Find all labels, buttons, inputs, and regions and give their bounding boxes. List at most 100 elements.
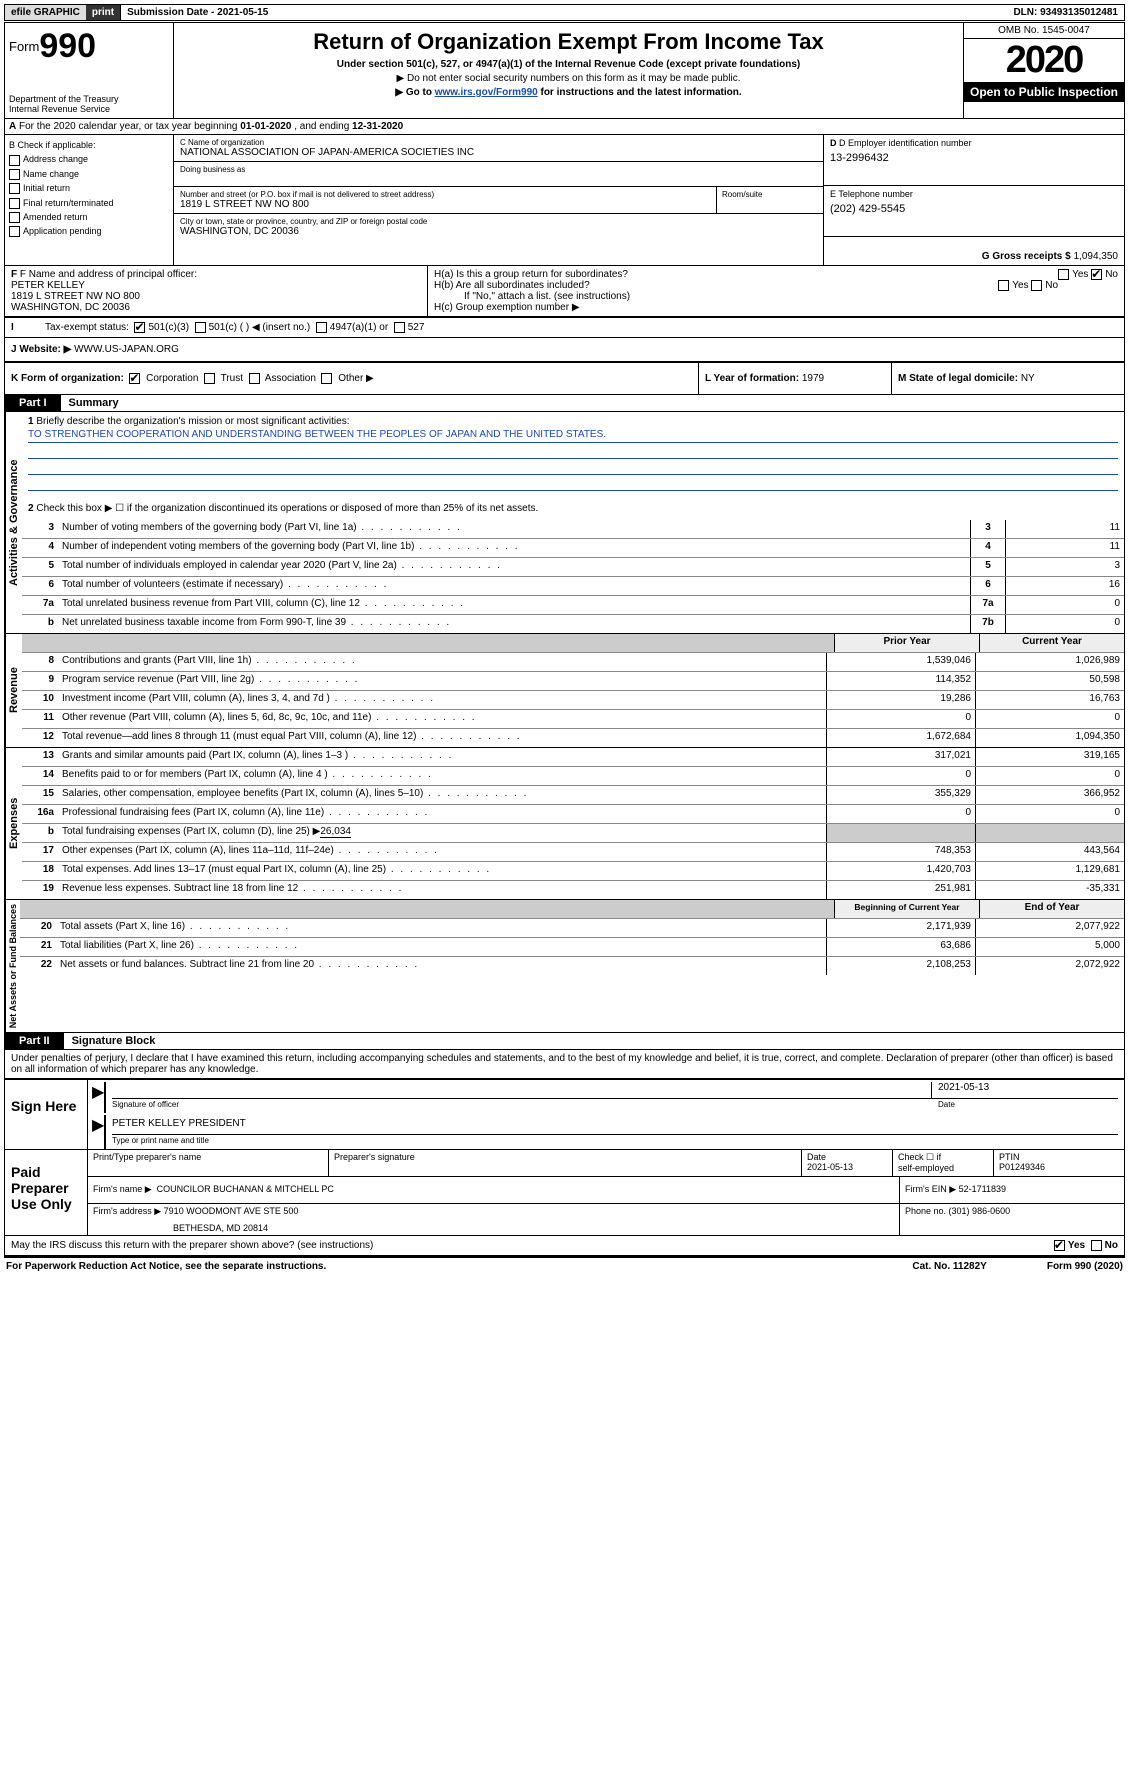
sign-arrow-icon: ▶ (92, 1082, 106, 1113)
gov-line-5: 5Total number of individuals employed in… (22, 557, 1124, 576)
line-21: 21Total liabilities (Part X, line 26)63,… (20, 937, 1124, 956)
opt-trust[interactable] (204, 373, 215, 384)
line-13: 13Grants and similar amounts paid (Part … (22, 748, 1124, 766)
ein-value: 13-2996432 (830, 148, 1118, 164)
rev-lines: 8Contributions and grants (Part VIII, li… (22, 652, 1124, 747)
prep-date-hdr: Date (807, 1152, 887, 1162)
mission-text: TO STRENGTHEN COOPERATION AND UNDERSTAND… (28, 429, 1118, 443)
prior-val: 2,108,253 (826, 957, 975, 975)
prep-ptin-cell: PTIN P01249346 (994, 1150, 1124, 1176)
print-button[interactable]: print (86, 5, 120, 20)
prep-body: Print/Type preparer's name Preparer's si… (88, 1150, 1124, 1235)
discuss-no[interactable] (1091, 1240, 1102, 1251)
selfemp-check[interactable]: Check ☐ if (898, 1152, 988, 1163)
opt-name-change[interactable]: Name change (9, 167, 169, 181)
part2-title: Signature Block (72, 1035, 156, 1047)
ein-block: D D Employer identification number 13-29… (824, 135, 1124, 186)
box-m: M State of legal domicile: NY (891, 363, 1124, 394)
begin-year-hdr: Beginning of Current Year (834, 900, 979, 918)
tax-begin: 01-01-2020 (240, 121, 291, 132)
line-desc: Total number of individuals employed in … (58, 558, 970, 576)
line-desc: Program service revenue (Part VIII, line… (58, 672, 826, 690)
expenses-section: Expenses 13Grants and similar amounts pa… (5, 748, 1124, 900)
opt-address-change[interactable]: Address change (9, 152, 169, 166)
line-10: 10Investment income (Part VIII, column (… (22, 690, 1124, 709)
prior-val: 1,420,703 (826, 862, 975, 880)
line-num: 6 (22, 577, 58, 595)
line-desc: Number of voting members of the governin… (58, 520, 970, 538)
line-num: 12 (22, 729, 58, 747)
opt-assoc[interactable] (249, 373, 260, 384)
officer-signature-line[interactable]: 2021-05-13 (112, 1082, 1118, 1099)
exp-lines2: 17Other expenses (Part IX, column (A), l… (22, 842, 1124, 899)
line-16a: 16aProfessional fundraising fees (Part I… (22, 804, 1124, 823)
revenue-vlabel: Revenue (5, 634, 22, 747)
prep-name-hdr: Print/Type preparer's name (88, 1150, 329, 1176)
box-de: D D Employer identification number 13-29… (823, 135, 1124, 265)
line-desc: Total assets (Part X, line 16) (56, 919, 826, 937)
line-16b-desc: Total fundraising expenses (Part IX, col… (62, 826, 320, 837)
hb-row: H(b) Are all subordinates included? Yes … (434, 280, 1118, 291)
gov-line-3: 3Number of voting members of the governi… (22, 520, 1124, 538)
opt-corp[interactable] (129, 373, 140, 384)
opt-amended-return[interactable]: Amended return (9, 210, 169, 224)
line-box: 5 (970, 558, 1005, 576)
line-11: 11Other revenue (Part VIII, column (A), … (22, 709, 1124, 728)
curr-val: 2,077,922 (975, 919, 1124, 937)
sign-body: ▶ 2021-05-13 Signature of officer Date ▶… (88, 1080, 1124, 1149)
prior-val: 0 (826, 767, 975, 785)
prep-date-val: 2021-05-13 (807, 1162, 887, 1172)
opt-initial-return[interactable]: Initial return (9, 181, 169, 195)
officer-addr2: WASHINGTON, DC 20036 (11, 302, 421, 313)
gov-line-6: 6Total number of volunteers (estimate if… (22, 576, 1124, 595)
hc-label: H(c) Group exemption number ▶ (434, 302, 1118, 313)
mission-blank-2 (28, 461, 1118, 475)
declaration: Under penalties of perjury, I declare th… (5, 1050, 1124, 1079)
dln-value: 93493135012481 (1040, 7, 1118, 18)
address-block: Number and street (or P.O. box if mail i… (174, 187, 823, 214)
mission-blank-3 (28, 477, 1118, 491)
prior-val: 251,981 (826, 881, 975, 899)
ha-yes[interactable] (1058, 269, 1069, 280)
form-number: Form990 (9, 27, 169, 66)
prior-val: 355,329 (826, 786, 975, 804)
line-8: 8Contributions and grants (Part VIII, li… (22, 652, 1124, 671)
curr-val: -35,331 (975, 881, 1124, 899)
row-a: AA For the 2020 calendar year, or tax ye… (5, 119, 1124, 135)
form-footer: Form 990 (2020) (1047, 1261, 1123, 1272)
dln-label: DLN: (1013, 7, 1040, 18)
pra-notice: For Paperwork Reduction Act Notice, see … (6, 1261, 326, 1272)
form-title: Return of Organization Exempt From Incom… (180, 29, 957, 55)
row-i: I Tax-exempt status: 501(c)(3) 501(c) ( … (5, 317, 1124, 338)
current-year-hdr: Current Year (979, 634, 1124, 652)
year-formation: 1979 (802, 373, 824, 384)
line-num: 11 (22, 710, 58, 728)
submission-date: Submission Date - 2021-05-15 (120, 5, 274, 20)
ha-no[interactable] (1091, 269, 1102, 280)
line-18: 18Total expenses. Add lines 13–17 (must … (22, 861, 1124, 880)
line-num: 20 (20, 919, 56, 937)
opt-4947[interactable] (316, 322, 327, 333)
discuss-yes[interactable] (1054, 1240, 1065, 1251)
hb-yes[interactable] (998, 280, 1009, 291)
opt-501c3[interactable] (134, 322, 145, 333)
sig-date-label: Date (938, 1100, 1118, 1109)
year-cell: OMB No. 1545-0047 2020 Open to Public In… (963, 23, 1124, 118)
line-desc: Grants and similar amounts paid (Part IX… (58, 748, 826, 766)
sig-officer-label: Signature of officer (112, 1100, 938, 1109)
part1-tab: Part I (5, 395, 61, 411)
dba-label: Doing business as (180, 165, 817, 174)
opt-527[interactable] (394, 322, 405, 333)
revenue-section: Revenue Prior Year Current Year 8Contrib… (5, 634, 1124, 748)
na-header-row: Beginning of Current Year End of Year (20, 900, 1124, 918)
line-19: 19Revenue less expenses. Subtract line 1… (22, 880, 1124, 899)
line-num: 5 (22, 558, 58, 576)
opt-final-return[interactable]: Final return/terminated (9, 196, 169, 210)
form990-link[interactable]: www.irs.gov/Form990 (435, 87, 538, 98)
prep-date-cell: Date 2021-05-13 (802, 1150, 893, 1176)
hb-no[interactable] (1031, 280, 1042, 291)
opt-application-pending[interactable]: Application pending (9, 224, 169, 238)
line-val: 3 (1005, 558, 1124, 576)
opt-other[interactable] (321, 373, 332, 384)
opt-501c[interactable] (195, 322, 206, 333)
